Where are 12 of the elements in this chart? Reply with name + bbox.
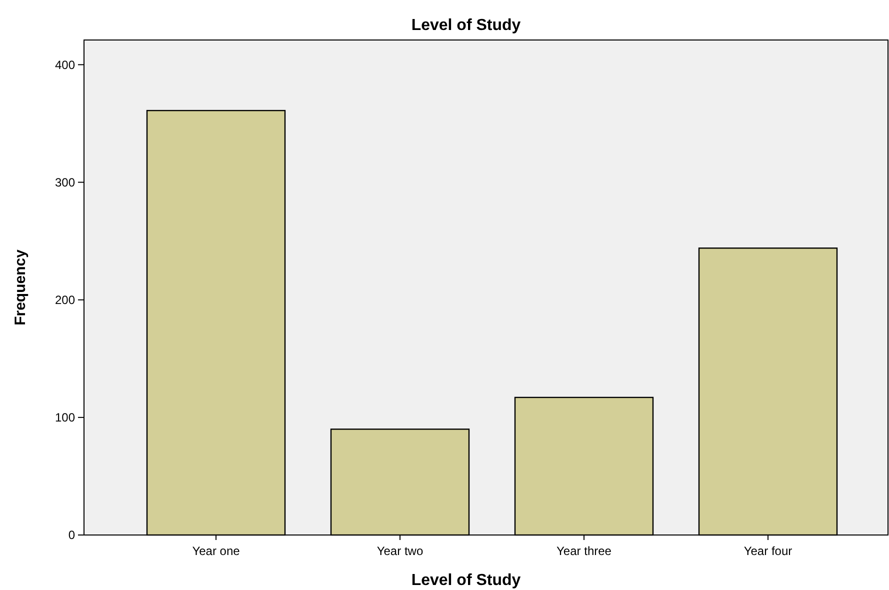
x-tick-label: Year three — [556, 544, 612, 558]
chart-title: Level of Study — [411, 17, 521, 34]
y-tick-label: 200 — [54, 293, 76, 308]
y-tick-label: 400 — [54, 58, 76, 72]
x-tick-label: Year four — [744, 544, 792, 558]
y-tick-label: 100 — [54, 410, 76, 425]
x-tick-label: Year two — [376, 544, 424, 558]
x-tick-label: Year one — [192, 544, 240, 558]
x-axis-title: Level of Study — [411, 572, 521, 589]
y-axis-title: Frequency — [12, 248, 29, 326]
y-tick-label: 300 — [54, 175, 76, 190]
y-tick-label: 0 — [68, 528, 76, 542]
